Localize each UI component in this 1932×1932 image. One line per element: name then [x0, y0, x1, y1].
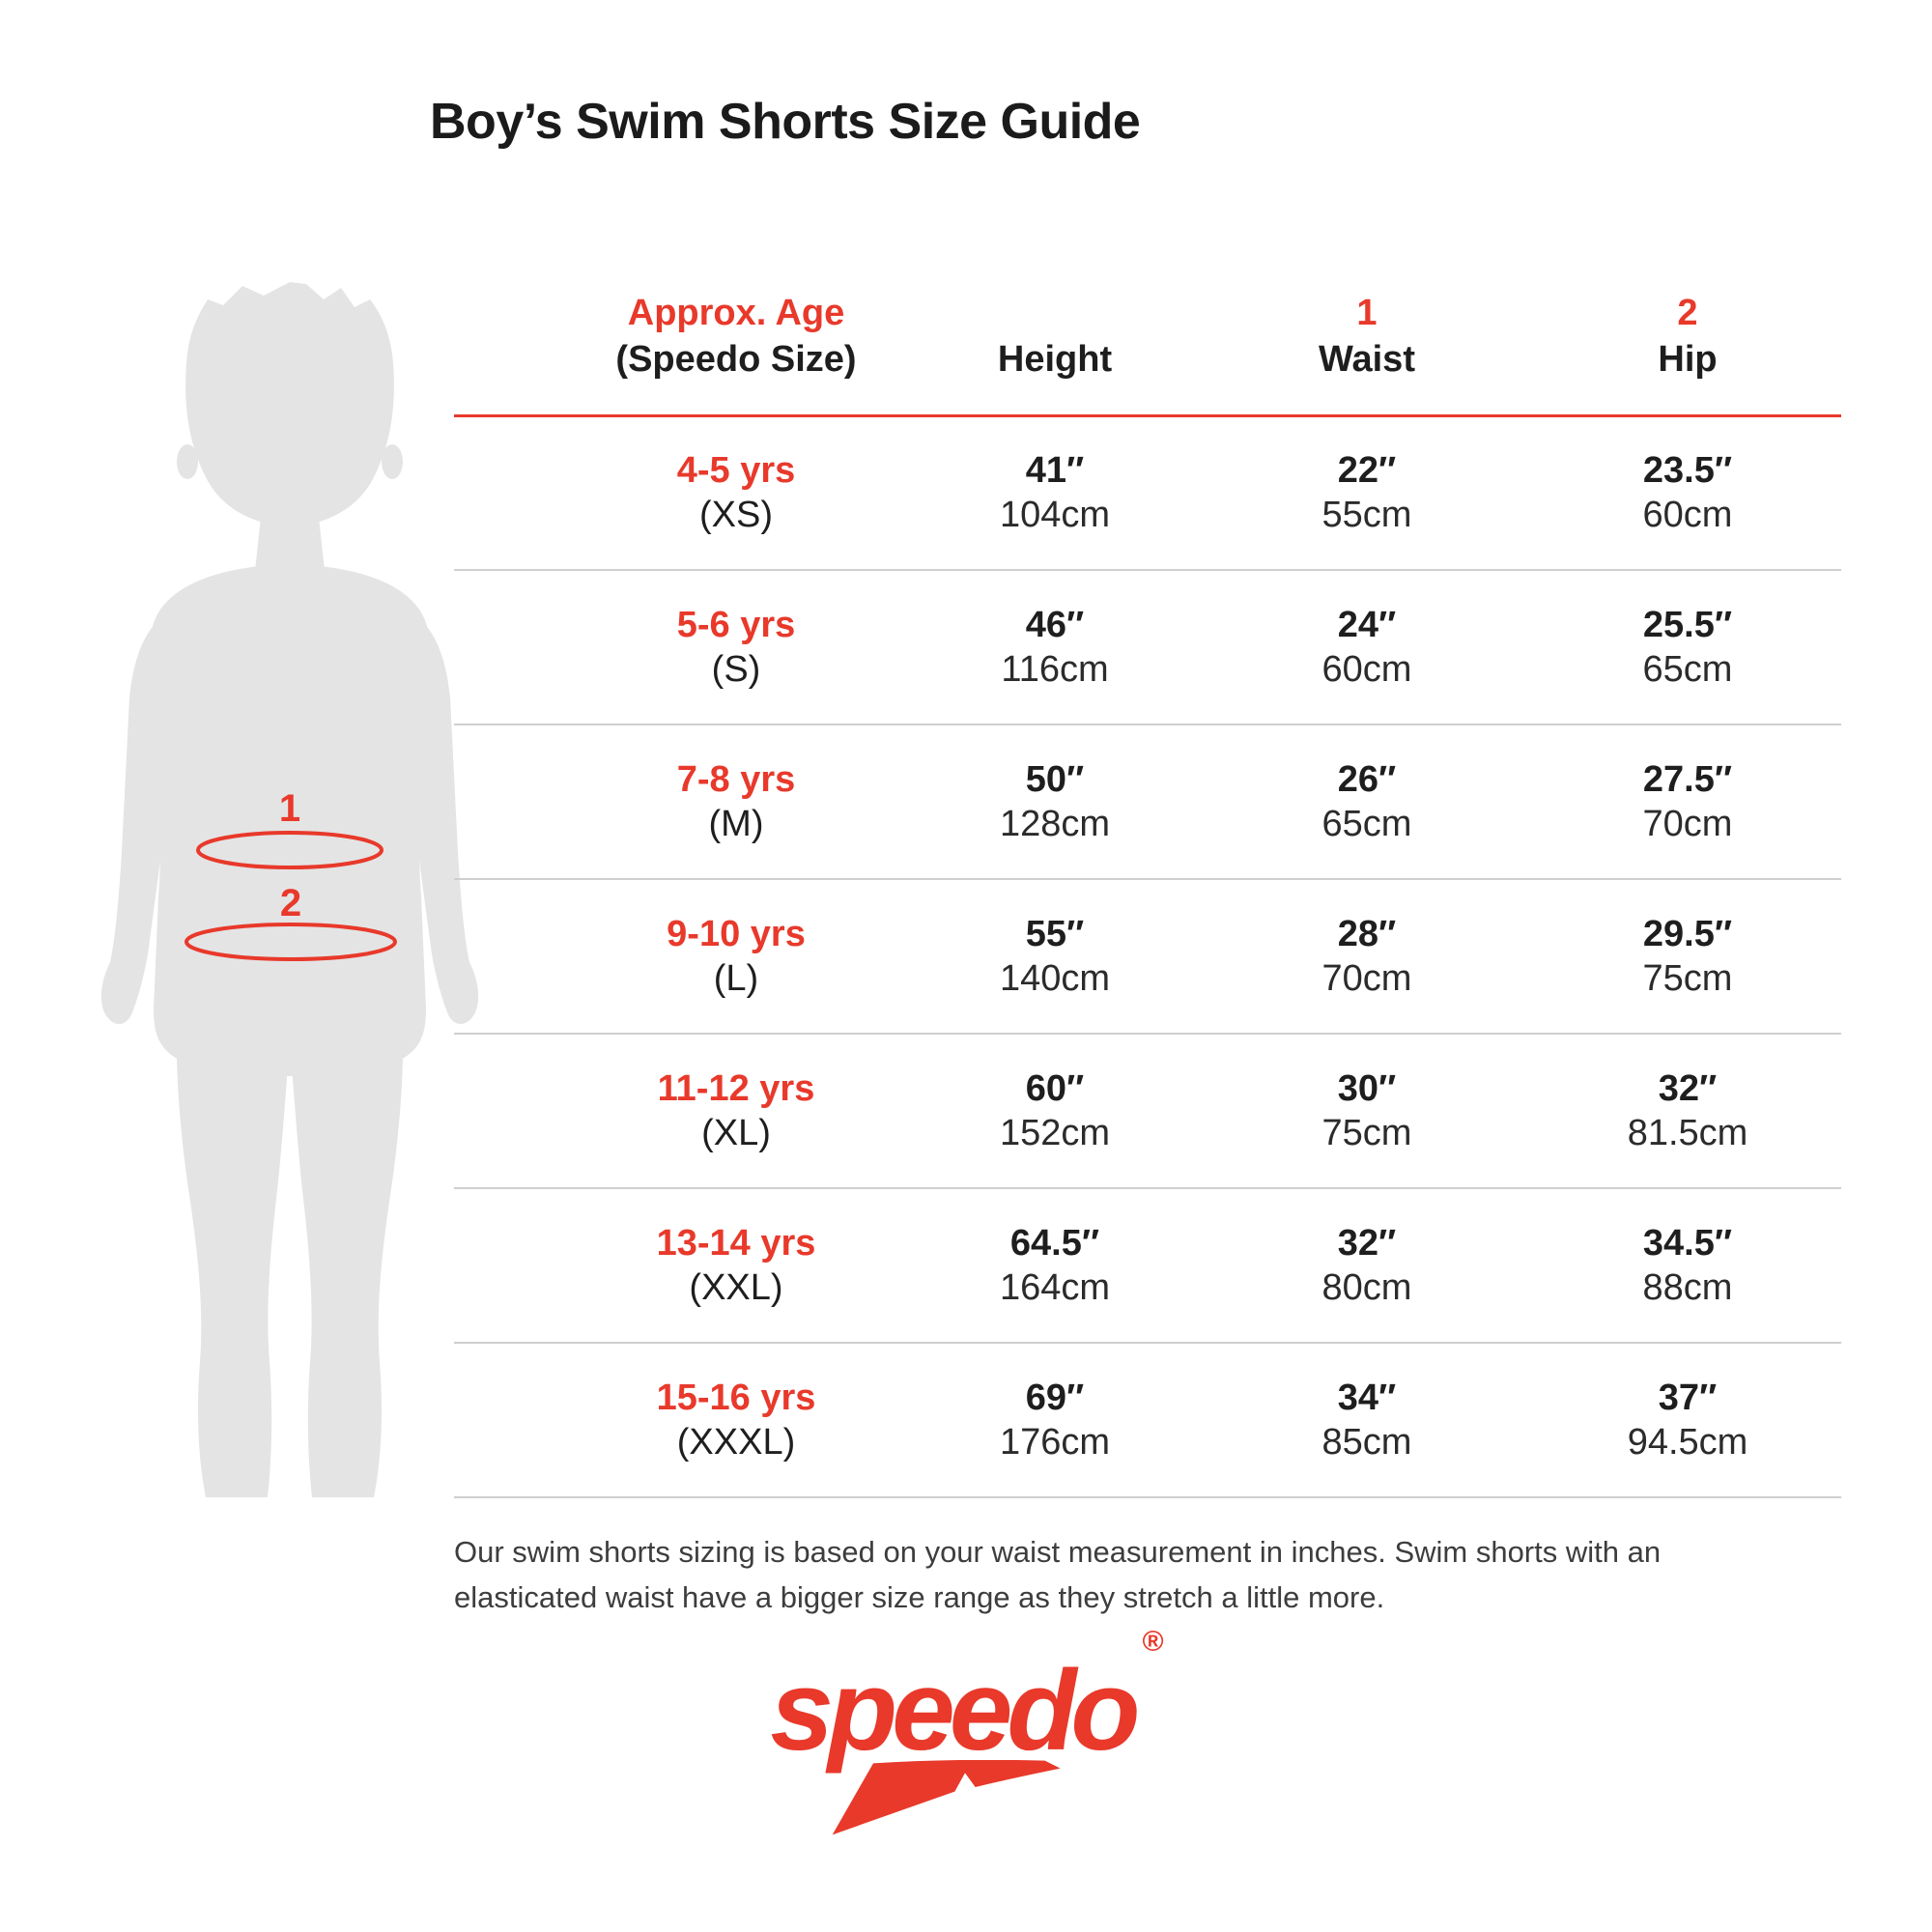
hip-measure-ellipse — [185, 923, 397, 961]
row-divider — [454, 1187, 1841, 1189]
column-waist: 22″ 55cm 24″ 60cm 26″ 65cm 28″ 70cm 30″ 75cm … — [1322, 415, 1412, 1497]
row-5-waist-cell: 32″ 80cm — [1321, 1222, 1412, 1308]
row-3-hip-cell: 29.5″ 75cm — [1642, 913, 1733, 999]
row-5-hip-cell: 34.5″ 88cm — [1642, 1222, 1733, 1308]
row-3-age-cell: 9-10 yrs (L) — [667, 913, 806, 999]
row-3-waist-cell: 28″ 70cm — [1321, 913, 1412, 999]
row-divider — [454, 1342, 1841, 1344]
row-divider — [454, 569, 1841, 571]
row-0-hip-cell: 23.5″ 60cm — [1642, 449, 1733, 535]
row-divider — [454, 1033, 1841, 1035]
header-waist-number: 1 — [1356, 293, 1378, 333]
header-height: Height — [998, 242, 1112, 415]
row-1-hip-cell: 25.5″ 65cm — [1642, 604, 1733, 690]
row-4-hip-cell: 32″ 81.5cm — [1627, 1067, 1748, 1153]
row-divider — [454, 724, 1841, 725]
row-3-height-cell: 55″ 140cm — [999, 913, 1111, 999]
page-title: Boy’s Swim Shorts Size Guide — [430, 94, 1141, 150]
row-2-age-cell: 7-8 yrs (M) — [676, 758, 796, 844]
sizing-footnote-line1: Our swim shorts sizing is based on your … — [454, 1535, 1662, 1569]
row-5-height-cell: 64.5″ 164cm — [999, 1222, 1111, 1308]
row-2-waist-cell: 26″ 65cm — [1321, 758, 1412, 844]
row-6-hip-cell: 37″ 94.5cm — [1627, 1377, 1748, 1463]
row-0-age-cell: 4-5 yrs (XS) — [676, 449, 796, 535]
waist-marker-label: 1 — [279, 787, 300, 830]
speedo-boomerang-icon — [832, 1760, 1061, 1835]
row-1-age-cell: 5-6 yrs (S) — [676, 604, 796, 690]
header-age: Approx. Age (Speedo Size) — [615, 242, 856, 415]
row-6-age-cell: 15-16 yrs (XXXL) — [656, 1377, 816, 1463]
row-4-waist-cell: 30″ 75cm — [1321, 1067, 1412, 1153]
boy-silhouette: 1 2 — [100, 282, 479, 1497]
hip-marker-label: 2 — [280, 882, 301, 924]
header-waist-label: Waist — [1319, 338, 1415, 380]
header-age-line1: Approx. Age — [627, 293, 845, 333]
row-divider — [454, 878, 1841, 880]
header-height-label: Height — [997, 338, 1113, 380]
sizing-footnote-line2: elasticated waist have a bigger size ran… — [454, 1579, 1385, 1614]
row-4-height-cell: 60″ 152cm — [999, 1067, 1111, 1153]
registered-trademark-symbol: ® — [1142, 1625, 1164, 1658]
row-4-age-cell: 11-12 yrs (XL) — [657, 1067, 815, 1153]
row-5-age-cell: 13-14 yrs (XXL) — [656, 1222, 816, 1308]
row-0-waist-cell: 22″ 55cm — [1321, 449, 1412, 535]
row-6-height-cell: 69″ 176cm — [999, 1377, 1111, 1463]
sizing-footnote: Our swim shorts sizing is based on your … — [454, 1530, 1903, 1620]
body-shape — [100, 282, 479, 1497]
row-2-hip-cell: 27.5″ 70cm — [1642, 758, 1733, 844]
header-hip: 2 Hip — [1658, 242, 1717, 415]
row-6-waist-cell: 34″ 85cm — [1321, 1377, 1412, 1463]
row-0-height-cell: 41″ 104cm — [999, 449, 1111, 535]
column-hip: 23.5″ 60cm 25.5″ 65cm 27.5″ 70cm 29.5″ 75cm … — [1628, 415, 1748, 1497]
header-waist: 1 Waist — [1319, 242, 1415, 415]
row-2-height-cell: 50″ 128cm — [999, 758, 1111, 844]
row-1-waist-cell: 24″ 60cm — [1321, 604, 1412, 690]
header-divider — [454, 414, 1841, 417]
waist-measure-ellipse — [196, 831, 384, 869]
column-height: 41″ 104cm 46″ 116cm 50″ 128cm 55″ 140cm 60″ 1… — [1000, 415, 1110, 1497]
row-divider — [454, 1496, 1841, 1498]
header-hip-number: 2 — [1677, 293, 1698, 333]
column-age: 4-5 yrs (XS) 5-6 yrs (S) 7-8 yrs (M) 9-10 y… — [657, 415, 816, 1497]
speedo-logo-wordmark: speedo® — [770, 1625, 1164, 1775]
header-age-line2: (Speedo Size) — [615, 338, 857, 380]
row-1-height-cell: 46″ 116cm — [1001, 604, 1109, 690]
header-hip-label: Hip — [1658, 338, 1718, 380]
